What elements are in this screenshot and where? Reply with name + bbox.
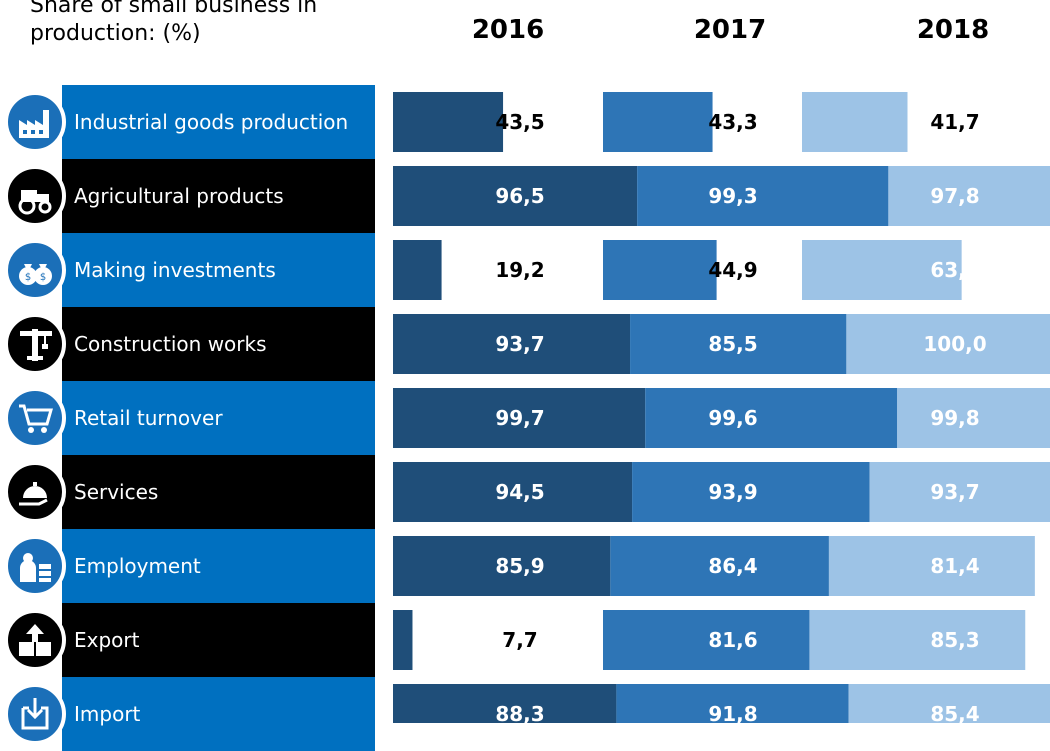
category-label: Export	[62, 603, 375, 677]
value-label: 93,7	[930, 480, 979, 504]
bar-2017	[645, 388, 898, 448]
value-label: 99,6	[708, 406, 757, 430]
value-label: 19,2	[495, 258, 544, 282]
value-label: 41,7	[930, 110, 979, 134]
bar-2016	[393, 314, 631, 374]
bar-2016	[393, 166, 638, 226]
service-bell-icon	[4, 461, 66, 523]
bar-2016	[393, 462, 633, 522]
value-label: 99,3	[708, 184, 757, 208]
tractor-icon	[4, 165, 66, 227]
value-label: 85,3	[930, 628, 979, 652]
bar-2017	[610, 536, 829, 596]
value-label: 97,8	[930, 184, 979, 208]
svg-text:$: $	[40, 272, 46, 283]
value-label: 94,5	[495, 480, 544, 504]
category-label: Agricultural products	[62, 159, 375, 233]
value-label: 100,0	[923, 332, 986, 356]
bar-2018	[828, 536, 1035, 596]
bar-2016	[393, 610, 413, 670]
crane-icon	[4, 313, 66, 375]
category-label-text: Agricultural products	[74, 184, 284, 208]
category-label-text: Services	[74, 480, 159, 504]
bar-2017	[603, 240, 717, 300]
category-label-text: Making investments	[74, 258, 276, 282]
value-label: 93,9	[708, 480, 757, 504]
bar-2018	[802, 240, 962, 300]
value-label: 43,5	[495, 110, 544, 134]
bar-2018	[802, 92, 908, 152]
value-label: 44,9	[708, 258, 757, 282]
category-label-text: Construction works	[74, 332, 267, 356]
category-label: Employment	[62, 529, 375, 603]
bar-2016	[393, 240, 442, 300]
bar-2017	[603, 92, 713, 152]
chart-title: Share of small business in production: (…	[30, 0, 318, 46]
category-label: Construction works	[62, 307, 375, 381]
shopping-cart-icon	[4, 387, 66, 449]
value-label: 88,3	[495, 702, 544, 723]
category-label: Retail turnover	[62, 381, 375, 455]
value-label: 81,4	[930, 554, 979, 578]
value-label: 43,3	[708, 110, 757, 134]
value-label: 93,7	[495, 332, 544, 356]
value-label: 99,7	[495, 406, 544, 430]
value-label: 63,1	[930, 258, 979, 282]
category-label: Making investments	[62, 233, 375, 307]
export-box-icon	[4, 609, 66, 671]
bar-2016	[393, 684, 617, 723]
bar-chart: 43,5 43,3 41,7 96,5 99,3 97,8 19,2 44,9 63,1 93,7…	[393, 92, 1050, 723]
value-label: 85,9	[495, 554, 544, 578]
factory-icon	[4, 91, 66, 153]
value-label: 86,4	[708, 554, 757, 578]
bar-2017	[632, 462, 870, 522]
bar-2017	[630, 314, 847, 374]
money-bags-icon: $ $	[4, 239, 66, 301]
year-header-2016: 2016	[471, 15, 545, 45]
category-label-text: Retail turnover	[74, 406, 223, 430]
value-label: 7,7	[502, 628, 537, 652]
bar-2017	[603, 610, 810, 670]
bar-2018	[848, 684, 1050, 723]
value-label: 99,8	[930, 406, 979, 430]
bar-2018	[888, 166, 1050, 226]
value-label: 91,8	[708, 702, 757, 723]
value-label: 85,4	[930, 702, 979, 723]
bar-2018	[869, 462, 1050, 522]
category-label: Services	[62, 455, 375, 529]
year-header-2017: 2017	[693, 15, 767, 45]
svg-text:$: $	[25, 272, 31, 283]
bar-2016	[393, 536, 611, 596]
value-label: 81,6	[708, 628, 757, 652]
bar-2016	[393, 388, 646, 448]
bar-2016	[393, 92, 504, 152]
value-label: 96,5	[495, 184, 544, 208]
bar-2017	[637, 166, 889, 226]
bar-2018	[846, 314, 1050, 374]
worker-icon	[4, 535, 66, 597]
bar-2018	[809, 610, 1026, 670]
category-label-text: Import	[74, 702, 141, 726]
category-label-text: Industrial goods production	[74, 110, 349, 134]
year-header-2018: 2018	[916, 15, 990, 45]
value-label: 85,5	[708, 332, 757, 356]
category-label-text: Employment	[74, 554, 201, 578]
bar-2017	[616, 684, 849, 723]
bar-2018	[897, 388, 1050, 448]
category-label: Industrial goods production	[62, 85, 375, 159]
category-label-text: Export	[74, 628, 140, 652]
